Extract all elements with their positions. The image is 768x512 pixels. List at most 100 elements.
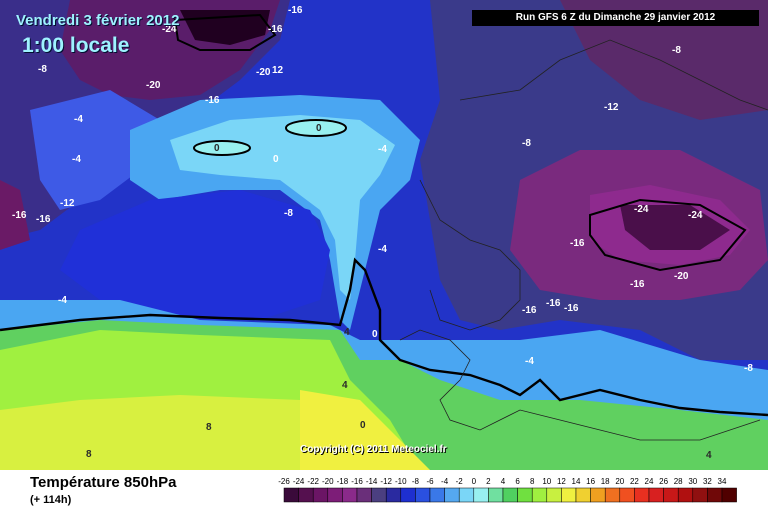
scale-swatch [488, 487, 504, 503]
contour-label: -16 [268, 24, 283, 35]
contour-label: -8 [284, 208, 293, 219]
contour-label: 0 [273, 154, 279, 165]
scale-tick-label: 20 [615, 477, 624, 486]
scale-swatch [561, 487, 577, 503]
contour-labels: -16 -24 -16 -8 -20 -20 12 -16 -8 -12 -8 … [12, 5, 753, 461]
scale-swatch [619, 487, 635, 503]
scale-swatch [312, 487, 329, 503]
scale-tick-label: 14 [572, 477, 581, 486]
scale-tick-label: -16 [351, 477, 363, 486]
scale-swatch [546, 487, 562, 503]
scale-tick-label: -14 [366, 477, 378, 486]
contour-label: -16 [522, 305, 537, 316]
scale-swatch [400, 487, 416, 503]
contour-label: -16 [205, 95, 220, 106]
scale-tick-label: 10 [542, 477, 551, 486]
scale-tick-label: -18 [337, 477, 349, 486]
scale-swatch [473, 487, 489, 503]
scale-tick-label: -4 [441, 477, 449, 486]
east-europe-cold-core [620, 205, 730, 250]
scale-swatch [371, 487, 387, 503]
scale-swatch [590, 487, 606, 503]
contour-label: -4 [378, 244, 387, 255]
coastline-south-europe [399, 329, 761, 441]
contour-label: -4 [74, 114, 83, 125]
contour-label: -24 [162, 24, 177, 35]
contour-label: -8 [522, 138, 531, 149]
scale-tick-label: 18 [601, 477, 610, 486]
contour-label: 8 [206, 422, 212, 433]
zero-degree-isotherm [0, 257, 768, 417]
forecast-date: Vendredi 3 février 2012 [16, 12, 180, 29]
mid-blue-region-west [30, 90, 160, 210]
scale-swatch [429, 487, 445, 503]
color-scale-labels: -26 -24 -22 -20 -18 -16 -14 -12 -10 -8 -6 -4 -2 0 2 4 6 8… [278, 477, 727, 486]
contour-label: 0 [316, 123, 322, 134]
scale-swatch [298, 487, 314, 503]
contour-label: -16 [630, 279, 645, 290]
contour-label: -4 [525, 356, 534, 367]
scale-tick-label: 8 [530, 477, 535, 486]
scale-swatch [458, 487, 475, 503]
temperature-map: -16 -24 -16 -8 -20 -20 12 -16 -8 -12 -8 … [0, 0, 768, 470]
contour-label: -16 [546, 298, 561, 309]
scandinavia-cold-region [560, 0, 768, 120]
scale-swatch [502, 487, 518, 503]
minus24-isotherm [589, 198, 747, 272]
scale-tick-label: 4 [501, 477, 506, 486]
contour-label: 12 [272, 65, 284, 76]
contour-label: -4 [378, 144, 387, 155]
scale-tick-label: 24 [645, 477, 654, 486]
cold-strip-west [0, 180, 30, 250]
scale-tick-label: -22 [307, 477, 319, 486]
parameter-title: Température 850hPa [30, 474, 177, 491]
scale-tick-label: 16 [586, 477, 595, 486]
contour-label: 4 [342, 380, 348, 391]
zero-island-east [285, 119, 347, 137]
contour-label: -4 [72, 154, 81, 165]
contour-label: -16 [564, 303, 579, 314]
contour-label: -20 [256, 67, 271, 78]
scale-swatch [707, 487, 723, 503]
atlantic-cold-pool [60, 190, 330, 320]
greenland-isotherm [173, 13, 277, 51]
contour-label: -8 [672, 45, 681, 56]
copyright-notice: Copyright (C) 2011 Meteociel.fr [300, 444, 447, 455]
scale-swatch [356, 487, 372, 503]
color-scale-legend: -26 -24 -22 -20 -18 -16 -14 -12 -10 -8 -6 -4 -2 0 2 4 6 8… [278, 477, 737, 503]
scale-swatch [648, 487, 664, 503]
contour-label: -20 [674, 271, 689, 282]
scale-tick-label: -8 [412, 477, 420, 486]
scale-swatch [342, 487, 358, 503]
mild-tongue-inner [170, 115, 395, 300]
contour-label: -20 [146, 80, 161, 91]
scale-tick-label: 34 [718, 477, 727, 486]
contour-label: 0 [214, 143, 220, 154]
contour-label: 0 [360, 420, 366, 431]
scale-swatch [385, 487, 402, 503]
scale-tick-label: 28 [674, 477, 683, 486]
color-scale-swatches [283, 487, 737, 503]
scale-tick-label: 22 [630, 477, 639, 486]
scale-swatch [663, 487, 679, 503]
scale-tick-label: -10 [395, 477, 407, 486]
coastline-scandinavia [459, 39, 768, 111]
zero-island-west [193, 140, 251, 156]
contour-label: -12 [60, 198, 75, 209]
contour-label: -8 [38, 64, 47, 75]
scale-swatch [517, 487, 533, 503]
scale-tick-label: -24 [293, 477, 305, 486]
contour-label: 0 [372, 329, 378, 340]
scale-tick-label: -20 [322, 477, 334, 486]
scale-swatch [721, 487, 737, 503]
scale-swatch [604, 487, 621, 503]
contour-label: -16 [288, 5, 303, 16]
scale-tick-label: 30 [688, 477, 697, 486]
contour-label: -4 [58, 295, 67, 306]
scale-tick-label: -12 [380, 477, 392, 486]
contour-label: -16 [36, 214, 51, 225]
scale-tick-label: -6 [426, 477, 434, 486]
model-run-label: Run GFS 6 Z du Dimanche 29 janvier 2012 [472, 10, 759, 26]
contour-label: -12 [604, 102, 619, 113]
